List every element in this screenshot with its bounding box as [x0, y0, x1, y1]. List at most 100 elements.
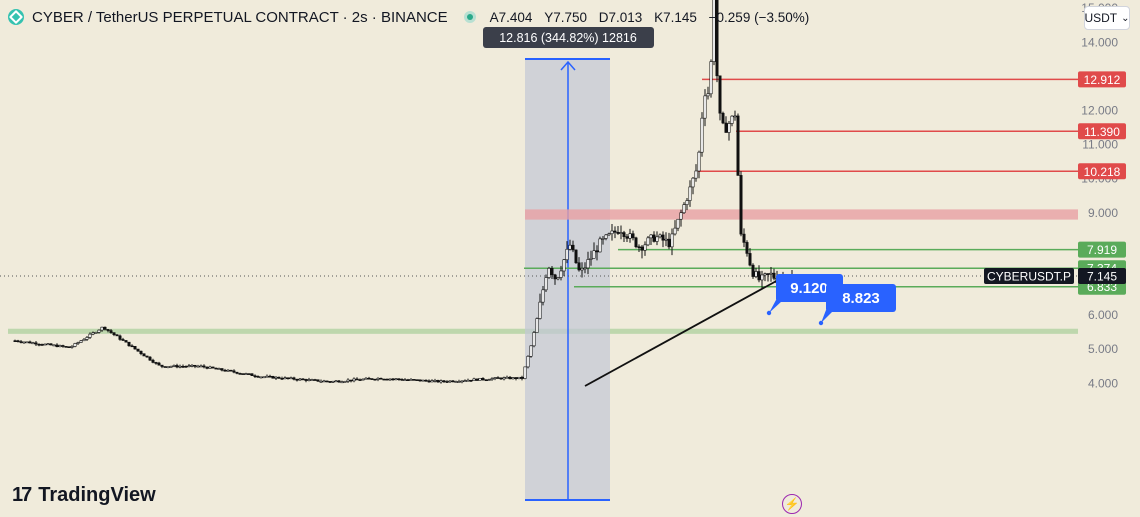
candle-body [295, 379, 299, 381]
candle-body [481, 377, 485, 381]
candle-body [361, 378, 365, 381]
candle-body [130, 345, 134, 348]
candle-body [478, 377, 482, 381]
candle-body [751, 264, 755, 277]
candle-body [661, 234, 665, 241]
tradingview-logo-icon: 17 [12, 484, 32, 506]
level-label-box [1078, 71, 1126, 88]
candle-body [79, 340, 83, 343]
symbol-tag-label: CYBERUSDT.P [987, 270, 1071, 284]
candle-body [748, 253, 752, 266]
measure-label-box [483, 27, 654, 48]
candle-body [679, 212, 683, 220]
candle-body [448, 380, 452, 383]
candle-body [157, 362, 161, 366]
candle-body [649, 234, 653, 239]
last-price-label: 7.145 [1087, 270, 1117, 284]
candle-body [175, 365, 179, 368]
currency-selector[interactable]: USDT ⌄ [1084, 6, 1130, 30]
candle-body [529, 345, 533, 357]
candle-body [535, 318, 539, 333]
candle-body [289, 377, 293, 380]
symbol-title[interactable]: CYBER / TetherUS PERPETUAL CONTRACT · 2s… [32, 8, 448, 26]
candle-body [376, 377, 380, 380]
candle-body [151, 359, 155, 363]
symbol-tag-box [984, 268, 1074, 285]
level-label: 10.218 [1084, 165, 1121, 179]
candle-body [565, 248, 569, 261]
candle-body [232, 370, 236, 373]
candle-body [244, 373, 248, 375]
candle-body [256, 376, 260, 378]
candle-body [67, 346, 71, 348]
price-axis-tick: 12.000 [1081, 104, 1118, 118]
candle-body [433, 380, 437, 382]
candle-body [517, 376, 521, 379]
candle-body [373, 378, 377, 381]
candle-body [538, 301, 542, 319]
candle-body [706, 93, 710, 97]
market-status-icon[interactable] [463, 11, 476, 23]
candle-body [490, 378, 494, 380]
candle-body [589, 257, 593, 260]
candle-body [346, 379, 350, 382]
candle-body [163, 366, 167, 368]
level-label: 11.390 [1084, 125, 1120, 139]
candle-body [145, 355, 149, 358]
candle-body [172, 365, 176, 367]
candle-body [688, 186, 692, 201]
candle-body [109, 330, 113, 333]
candle-body [301, 378, 305, 381]
lightning-icon[interactable]: ⚡ [782, 494, 802, 514]
candle-body [655, 236, 659, 242]
candle-body [229, 369, 233, 372]
candle-body [415, 379, 419, 381]
candle-body [28, 341, 32, 344]
candle-body [280, 378, 284, 380]
candle-body [370, 378, 374, 380]
candle-body [673, 227, 677, 235]
candle-body [418, 379, 422, 382]
candle-body [574, 249, 578, 264]
candle-body [277, 376, 281, 379]
candle-body [322, 380, 326, 383]
candle-body [454, 381, 458, 383]
candle-body [394, 378, 398, 381]
candle-body [205, 366, 209, 369]
candle-body [235, 371, 239, 374]
candle-body [334, 380, 338, 383]
candle-body [310, 379, 314, 381]
level-label-box [1078, 241, 1126, 258]
candle-body [184, 366, 188, 368]
candle-body [634, 237, 638, 248]
candle-body [424, 379, 428, 382]
ohlc-open: A7.404 [489, 9, 533, 25]
candle-body [676, 218, 680, 229]
candle-body [514, 377, 518, 379]
candle-body [19, 341, 23, 343]
candle-body [451, 380, 455, 383]
candle-body [475, 378, 479, 381]
candle-body [37, 343, 41, 346]
candle-body [541, 289, 545, 303]
symbol-logo-icon[interactable] [8, 9, 24, 25]
candle-body [427, 380, 431, 383]
candle-body [553, 274, 557, 280]
candle-body [166, 366, 170, 368]
candle-body [700, 117, 704, 153]
candle-body [97, 329, 101, 333]
callout-2-box [826, 284, 896, 312]
candle-body [247, 373, 251, 375]
candle-body [721, 112, 725, 124]
candle-body [238, 373, 242, 375]
candle-body [76, 342, 80, 344]
candle-body [187, 365, 191, 367]
candle-body [508, 376, 512, 380]
candle-body [604, 234, 608, 239]
candle-body [214, 367, 218, 370]
candle-body [298, 378, 302, 381]
candle-body [49, 343, 53, 346]
candle-body [562, 259, 566, 272]
